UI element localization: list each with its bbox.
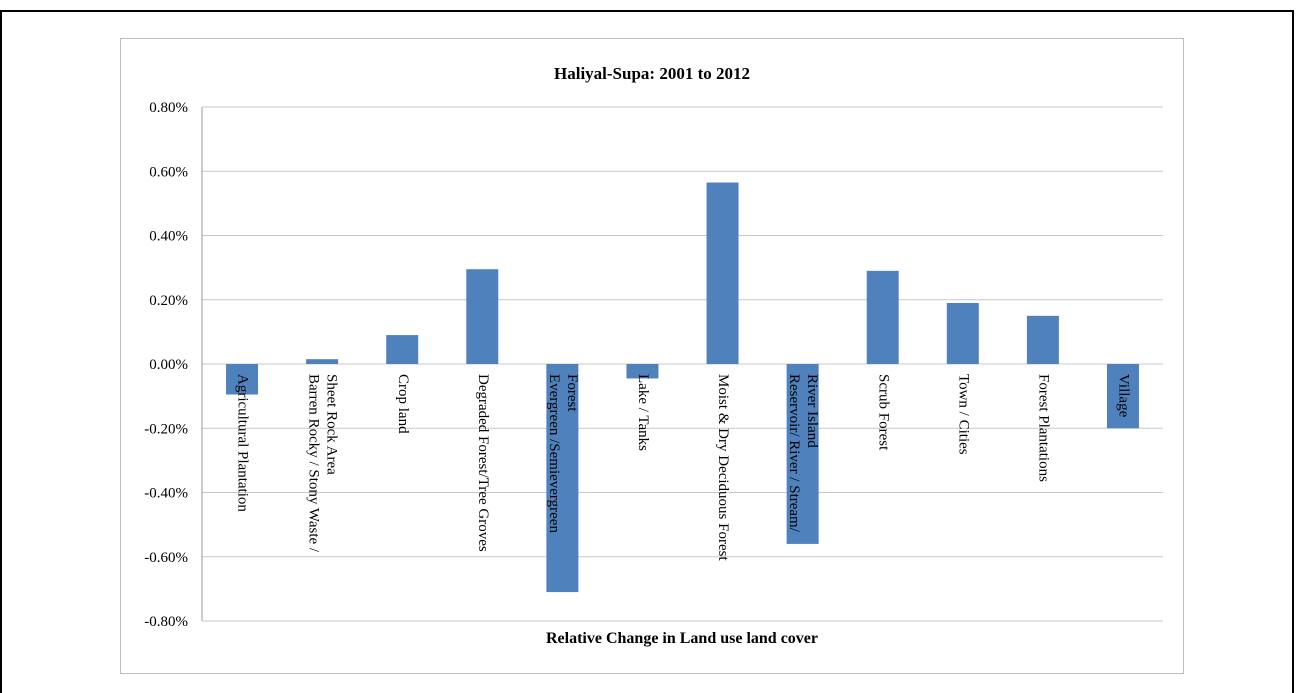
category-labels: Agricultural Plantation Barren Rocky / St… bbox=[235, 374, 1132, 561]
bar bbox=[466, 269, 499, 364]
bar bbox=[626, 364, 659, 379]
y-tick-label: -0.60% bbox=[144, 550, 188, 566]
y-tick-label: -0.80% bbox=[144, 614, 188, 630]
category-label: Reservoir/ River / Stream/ bbox=[786, 374, 802, 533]
bar bbox=[1106, 364, 1139, 429]
bar bbox=[546, 364, 579, 593]
category-label: Agricultural Plantation bbox=[235, 374, 251, 512]
y-tick-label: 0.20% bbox=[149, 293, 188, 309]
category-label: Moist & Dry Deciduous Forest bbox=[715, 374, 731, 561]
bar bbox=[226, 364, 259, 395]
gridlines bbox=[201, 106, 1163, 622]
category-label: Scrub Forest bbox=[875, 374, 891, 451]
y-tick-label: -0.20% bbox=[144, 421, 188, 437]
category-label: Forest Plantations bbox=[1035, 374, 1051, 482]
y-tick-label: 0.00% bbox=[149, 357, 188, 373]
bar bbox=[386, 335, 419, 364]
category-label: Evergreen /Semievergreen bbox=[546, 374, 562, 533]
category-label: Crop land bbox=[395, 374, 411, 434]
category-label: Lake / Tanks bbox=[635, 374, 651, 451]
y-tick-label: 0.60% bbox=[149, 164, 188, 180]
y-tick-label: 0.80% bbox=[149, 100, 188, 116]
bar bbox=[706, 182, 739, 364]
category-label: Village bbox=[1116, 374, 1132, 418]
category-label: Town / Cities bbox=[955, 374, 971, 455]
bar bbox=[866, 270, 899, 364]
category-label: Degraded Forest/Tree Groves bbox=[475, 374, 491, 552]
category-label: River Island bbox=[804, 374, 820, 448]
chart-title: Haliyal-Supa: 2001 to 2012 bbox=[554, 64, 750, 83]
y-axis-ticks: 0.80% 0.60% 0.40% 0.20% 0.00% -0.20% -0.40% -0.… bbox=[144, 100, 188, 630]
figure-frame bbox=[0, 10, 1294, 693]
bar bbox=[306, 359, 339, 364]
bars bbox=[226, 182, 1139, 593]
category-label: Sheet Rock Area bbox=[324, 374, 340, 475]
y-tick-label: -0.40% bbox=[144, 486, 188, 502]
bar bbox=[1026, 315, 1059, 364]
chart-area: Haliyal-Supa: 2001 to 2012 0.80% 0.60% 0.4… bbox=[120, 38, 1184, 674]
bar bbox=[946, 302, 979, 364]
category-label: Barren Rocky / Stony Waste / bbox=[306, 374, 322, 553]
bar-chart: Haliyal-Supa: 2001 to 2012 0.80% 0.60% 0.4… bbox=[144, 64, 1163, 647]
bar bbox=[786, 364, 819, 544]
x-axis-title: Relative Change in Land use land cover bbox=[546, 630, 818, 647]
y-tick-label: 0.40% bbox=[149, 229, 188, 245]
category-label: Forest bbox=[564, 374, 580, 412]
